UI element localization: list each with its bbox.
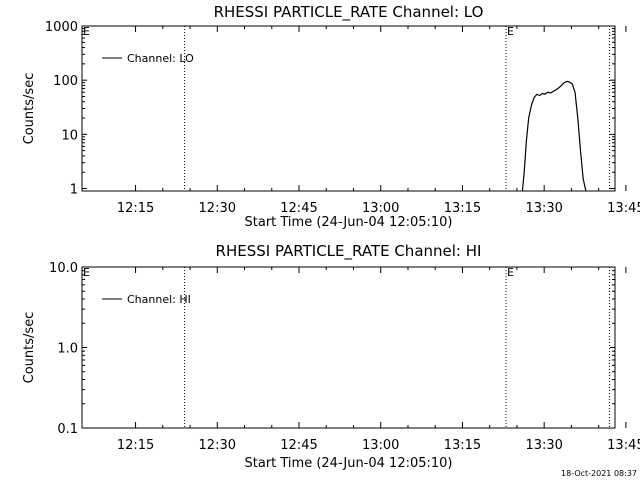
y-tick-label: 1000 <box>45 20 78 35</box>
y-axis-label: Counts/sec <box>22 312 37 384</box>
plot-frame <box>81 25 616 192</box>
legend-label: Channel: LO <box>127 52 194 65</box>
chart-title: RHESSI PARTICLE_RATE Channel: HI <box>216 242 482 261</box>
left-flag-marker: E <box>83 266 90 279</box>
x-tick-label: 12:15 <box>117 438 154 453</box>
series-line <box>521 80 587 192</box>
x-tick-label: 13:30 <box>525 438 562 453</box>
eclipse-marker: E <box>507 25 514 38</box>
x-tick-label: 13:45 <box>607 438 640 453</box>
y-tick-label: 10 <box>61 128 78 143</box>
x-tick-label: 12:30 <box>199 201 236 216</box>
y-tick-label: 1.0 <box>57 342 78 357</box>
x-tick-label: 13:00 <box>362 438 399 453</box>
x-tick-label: 12:45 <box>280 201 317 216</box>
legend-label: Channel: HI <box>127 293 191 306</box>
x-axis-label: Start Time (24-Jun-04 12:05:10) <box>245 456 453 471</box>
x-axis-label: Start Time (24-Jun-04 12:05:10) <box>245 215 453 230</box>
plot-frame <box>81 266 616 429</box>
eclipse-marker: E <box>507 266 514 279</box>
x-tick-label: 12:45 <box>280 438 317 453</box>
x-tick-label: 13:45 <box>607 201 640 216</box>
x-tick-label: 13:15 <box>444 201 481 216</box>
y-tick-label: 0.1 <box>57 422 78 437</box>
left-flag-marker: E <box>83 25 90 38</box>
footer-timestamp: 18-Oct-2021 08:37 <box>561 469 637 478</box>
x-tick-label: 12:15 <box>117 201 154 216</box>
y-axis-label: Counts/sec <box>22 73 37 145</box>
y-tick-label: 1 <box>70 183 78 198</box>
x-tick-label: 13:30 <box>525 201 562 216</box>
x-tick-label: 13:15 <box>444 438 481 453</box>
x-tick-label: 13:00 <box>362 201 399 216</box>
y-tick-label: 100 <box>53 74 78 89</box>
chart-title: RHESSI PARTICLE_RATE Channel: LO <box>214 3 484 22</box>
y-tick-label: 10.0 <box>49 261 78 276</box>
x-tick-label: 12:30 <box>199 438 236 453</box>
